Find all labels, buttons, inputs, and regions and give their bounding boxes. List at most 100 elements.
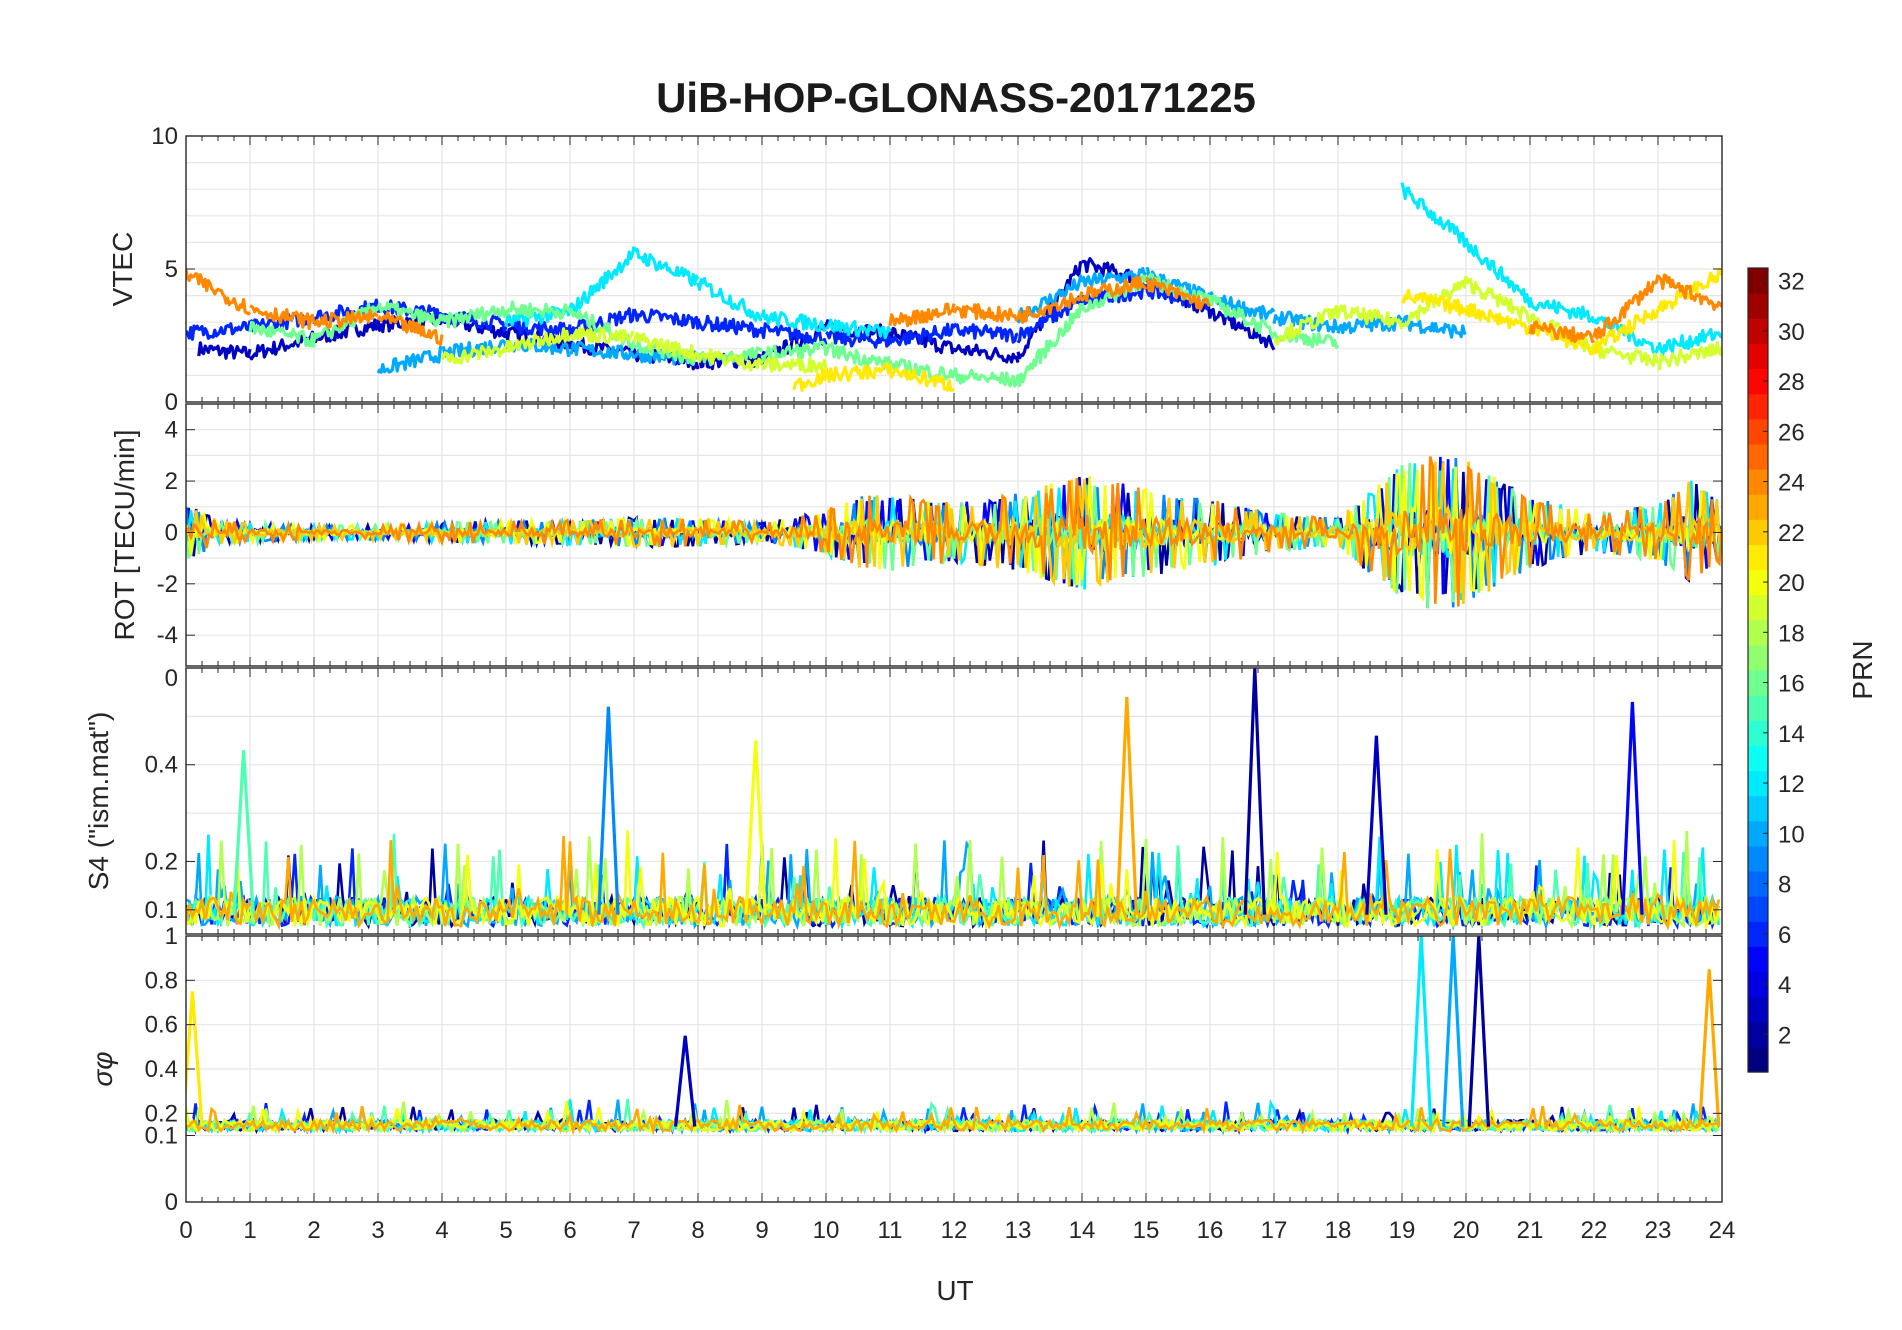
series-line bbox=[186, 835, 1721, 931]
colorbar-step bbox=[1748, 1046, 1768, 1073]
colorbar-step bbox=[1748, 820, 1768, 847]
x-tick-label: 21 bbox=[1517, 1217, 1544, 1244]
colorbar-tick-label: 26 bbox=[1778, 419, 1805, 446]
data-series bbox=[186, 182, 1722, 392]
series-line bbox=[632, 246, 700, 287]
series-line bbox=[952, 343, 1020, 364]
series-line bbox=[888, 358, 956, 381]
colorbar-step bbox=[1748, 996, 1768, 1023]
x-tick-label: 1 bbox=[243, 1217, 256, 1244]
panel-sigma_phi: 0 0.10.2 0.4 0.6 0.8 1 σφ bbox=[87, 923, 1723, 1216]
x-tick-label: 12 bbox=[941, 1217, 968, 1244]
y-tick-label: 0.4 bbox=[145, 1056, 178, 1083]
colorbar-step bbox=[1748, 469, 1768, 495]
colorbar-tick-label: 18 bbox=[1778, 620, 1805, 647]
colorbar-tick-label: 32 bbox=[1778, 269, 1805, 296]
x-tick-label: 9 bbox=[755, 1217, 768, 1244]
colorbar-step bbox=[1748, 720, 1768, 746]
x-tick-label: 24 bbox=[1709, 1217, 1736, 1244]
colorbar-step bbox=[1748, 770, 1768, 797]
series-line bbox=[186, 1104, 1720, 1136]
colorbar-tick-label: 8 bbox=[1778, 872, 1791, 899]
y-tick-label: 4 bbox=[165, 417, 178, 444]
y-tick-label: -2 bbox=[157, 571, 178, 598]
series-line bbox=[249, 304, 316, 330]
series-line bbox=[568, 307, 636, 335]
peak-mark bbox=[597, 706, 620, 915]
series-line bbox=[1336, 304, 1404, 330]
colorbar-step bbox=[1748, 544, 1768, 571]
y-axis-label: S4 ("ism.mat") bbox=[83, 712, 114, 891]
colorbar-step bbox=[1748, 845, 1768, 872]
series-line bbox=[1016, 295, 1084, 344]
series-line bbox=[888, 302, 956, 328]
y-tick-label: 1 bbox=[165, 923, 178, 950]
peak-mark bbox=[1467, 936, 1490, 1127]
series-line bbox=[632, 308, 700, 330]
colorbar-tick-label: 12 bbox=[1778, 771, 1805, 798]
x-tick-label: 20 bbox=[1453, 1217, 1480, 1244]
peak-mark bbox=[1365, 735, 1388, 915]
series-line bbox=[696, 348, 764, 372]
peak-mark bbox=[186, 991, 204, 1127]
colorbar-step bbox=[1748, 971, 1768, 998]
colorbar-tick-label: 16 bbox=[1778, 671, 1805, 698]
series-line bbox=[760, 309, 828, 333]
panel-rot: -4 -2 0 2 4 ROT [TECU/min] bbox=[109, 403, 1723, 667]
y-tick-label: 0.4 bbox=[145, 752, 178, 779]
series-line bbox=[1464, 276, 1532, 324]
x-tick-label: 8 bbox=[691, 1217, 704, 1244]
y-tick-label: 5 bbox=[165, 256, 178, 283]
x-tick-label: 19 bbox=[1389, 1217, 1416, 1244]
colorbar-step bbox=[1748, 946, 1768, 973]
series-line bbox=[376, 301, 444, 328]
y-tick-label: 0.6 bbox=[145, 1012, 178, 1039]
x-tick-label: 4 bbox=[435, 1217, 448, 1244]
series-line bbox=[1016, 291, 1084, 324]
x-tick-label: 23 bbox=[1645, 1217, 1672, 1244]
series-line bbox=[197, 341, 252, 360]
colorbar-tick-label: 4 bbox=[1778, 972, 1791, 999]
peak-mark bbox=[1410, 936, 1433, 1127]
colorbar-tick-label: 24 bbox=[1778, 470, 1805, 497]
x-tick-label: 10 bbox=[813, 1217, 840, 1244]
series-line bbox=[952, 303, 1019, 323]
series-line bbox=[760, 322, 828, 346]
colorbar-step bbox=[1748, 644, 1768, 671]
panel-vtec: 0 5 10 VTEC bbox=[107, 123, 1723, 416]
x-tick-label: 11 bbox=[878, 1217, 903, 1244]
colorbar-step bbox=[1748, 695, 1768, 721]
x-tick-label: 0 bbox=[179, 1217, 192, 1244]
series-line bbox=[568, 246, 636, 315]
colorbar-frame bbox=[1747, 267, 1769, 1073]
series-line bbox=[504, 327, 571, 353]
colorbar-step bbox=[1748, 670, 1768, 696]
series-line bbox=[440, 344, 508, 365]
series-line bbox=[1080, 267, 1148, 288]
colorbar-step bbox=[1748, 569, 1768, 596]
series-line bbox=[952, 367, 1020, 388]
x-tick-label: 2 bbox=[307, 1217, 320, 1244]
series-line bbox=[1401, 275, 1468, 328]
y-axis-label: σφ bbox=[87, 1051, 118, 1086]
x-tick-label: 5 bbox=[499, 1217, 512, 1244]
colorbar-step bbox=[1748, 594, 1768, 621]
data-series bbox=[186, 456, 1722, 609]
series-line bbox=[440, 305, 508, 329]
y-tick-label: 0.1 bbox=[145, 897, 178, 924]
colorbar-step bbox=[1748, 443, 1768, 470]
x-tick-label: 17 bbox=[1261, 1217, 1288, 1244]
series-line bbox=[312, 302, 380, 342]
series-line bbox=[376, 311, 444, 346]
data-series bbox=[186, 668, 1721, 932]
x-tick-label: 15 bbox=[1133, 1217, 1160, 1244]
colorbar-step bbox=[1748, 1021, 1768, 1048]
series-line bbox=[186, 269, 252, 316]
series-line bbox=[888, 322, 956, 347]
y-tick-label: 0.2 bbox=[145, 1100, 178, 1127]
y-axis-label: VTEC bbox=[107, 232, 138, 307]
colorbar-step bbox=[1748, 619, 1768, 646]
colorbar-step bbox=[1748, 745, 1768, 772]
data-series bbox=[186, 936, 1721, 1136]
